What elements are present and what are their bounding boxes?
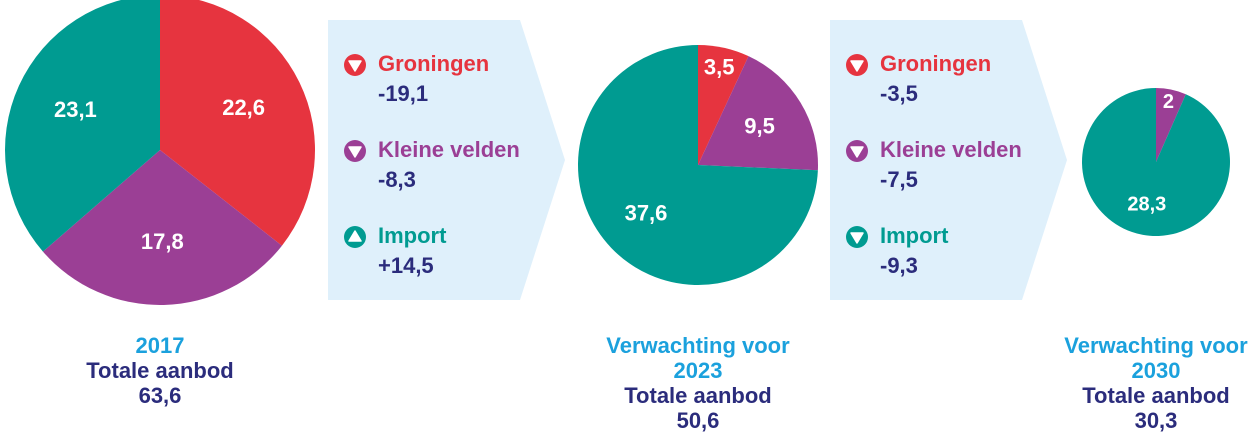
- pie-slice: [578, 45, 818, 286]
- change-arrow: [348, 146, 362, 158]
- change-value: -3,5: [880, 81, 918, 106]
- pie-total: 30,3: [1134, 408, 1178, 433]
- change-arrow: [850, 232, 864, 244]
- change-value: -7,5: [880, 167, 918, 192]
- change-name: Kleine velden: [880, 137, 1022, 162]
- pie-slice: [5, 0, 160, 252]
- pie-total: 50,6: [676, 408, 720, 433]
- pie-slice: [1082, 88, 1230, 236]
- pie-title: Verwachting voor 2023: [606, 333, 790, 383]
- slice-label: 22,6: [222, 95, 265, 120]
- change-value: +14,5: [378, 253, 434, 278]
- arrow-panel: [328, 20, 565, 300]
- change-value: -8,3: [378, 167, 416, 192]
- change-name: Groningen: [378, 51, 489, 76]
- pie-slice: [160, 0, 315, 246]
- slice-label: 28,3: [1127, 194, 1166, 216]
- change-name: Kleine velden: [378, 137, 520, 162]
- pie-caption: 2017 Totale aanbod 63,6: [65, 333, 255, 408]
- slice-label: 17,8: [141, 229, 184, 254]
- pie-total: 63,6: [138, 383, 182, 408]
- slice-label: 2: [1163, 91, 1174, 113]
- pie-slice: [1156, 88, 1186, 162]
- change-arrow: [850, 60, 864, 72]
- change-name: Import: [378, 223, 447, 248]
- change-name: Groningen: [880, 51, 991, 76]
- pie-slice: [698, 56, 818, 171]
- arrow-panel: [830, 20, 1067, 300]
- change-arrow: [348, 60, 362, 72]
- slice-label: 37,6: [625, 201, 668, 226]
- change-arrow: [348, 230, 362, 242]
- pie-caption: Verwachting voor 2023 Totale aanbod 50,6: [603, 333, 793, 433]
- pie-title: 2017: [135, 333, 185, 358]
- pie-subtitle: Totale aanbod: [624, 383, 772, 408]
- pie-title: Verwachting voor 2030: [1064, 333, 1248, 383]
- change-value: -9,3: [880, 253, 918, 278]
- pie-slice: [42, 150, 282, 306]
- change-arrow: [850, 146, 864, 158]
- change-name: Import: [880, 223, 949, 248]
- change-value: -19,1: [378, 81, 428, 106]
- slice-label: 23,1: [54, 97, 97, 122]
- pie-slice: [698, 45, 749, 165]
- slice-label: 9,5: [744, 113, 775, 138]
- pie-caption: Verwachting voor 2030 Totale aanbod 30,3: [1061, 333, 1251, 433]
- pie-subtitle: Totale aanbod: [86, 358, 234, 383]
- slice-label: 3,5: [704, 55, 735, 80]
- pie-subtitle: Totale aanbod: [1082, 383, 1230, 408]
